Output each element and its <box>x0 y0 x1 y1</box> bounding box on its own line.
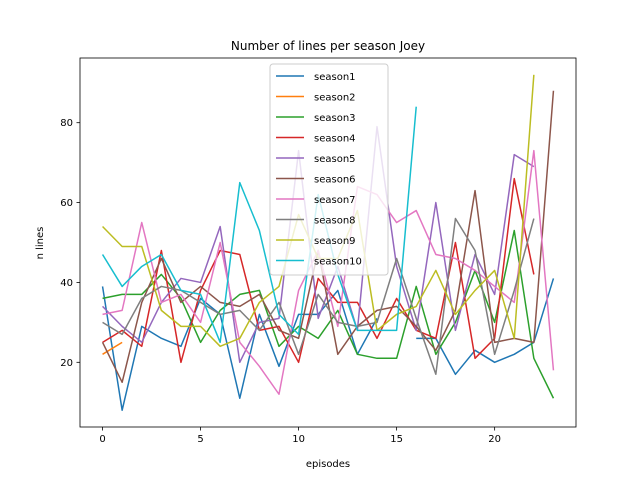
legend: season1 season2 season3 season4 season5 seaso… <box>269 63 389 276</box>
y-tick-label: 40 <box>60 278 73 289</box>
series-line-season4 <box>102 177 535 364</box>
legend-label-season1: season1 <box>314 72 356 83</box>
x-tick-label: 10 <box>292 434 305 445</box>
series-line-season8 <box>102 217 535 376</box>
legend-label-season4: season4 <box>314 134 356 145</box>
legend-label-season2: season2 <box>314 93 356 104</box>
x-tick-label: 5 <box>197 434 203 445</box>
series-line-season7 <box>102 149 555 395</box>
x-axis-ticks: 0 5 10 15 20 <box>99 427 501 445</box>
legend-label-season8: season8 <box>314 216 356 227</box>
legend-label-season6: season6 <box>314 175 356 186</box>
plot-frame <box>79 57 577 428</box>
x-axis-label: episodes <box>306 459 350 470</box>
legend-label-season5: season5 <box>314 154 356 165</box>
y-axis-label: n lines <box>35 227 46 260</box>
x-tick-label: 15 <box>390 434 403 445</box>
legend-label-season10: season10 <box>314 257 362 268</box>
legend-label-season7: season7 <box>314 195 356 206</box>
chart-title: Number of lines per season Joey <box>231 39 425 53</box>
y-tick-label: 60 <box>60 198 73 209</box>
x-tick-label: 0 <box>99 434 105 445</box>
y-tick-label: 20 <box>60 358 73 369</box>
series-line-season2 <box>102 341 123 355</box>
legend-label-season9: season9 <box>314 236 356 247</box>
x-tick-label: 20 <box>488 434 501 445</box>
series-line-season10 <box>101 106 417 344</box>
y-axis-ticks: 20 40 60 80 <box>60 118 80 369</box>
y-tick-label: 80 <box>60 118 73 129</box>
legend-label-season3: season3 <box>314 113 356 124</box>
